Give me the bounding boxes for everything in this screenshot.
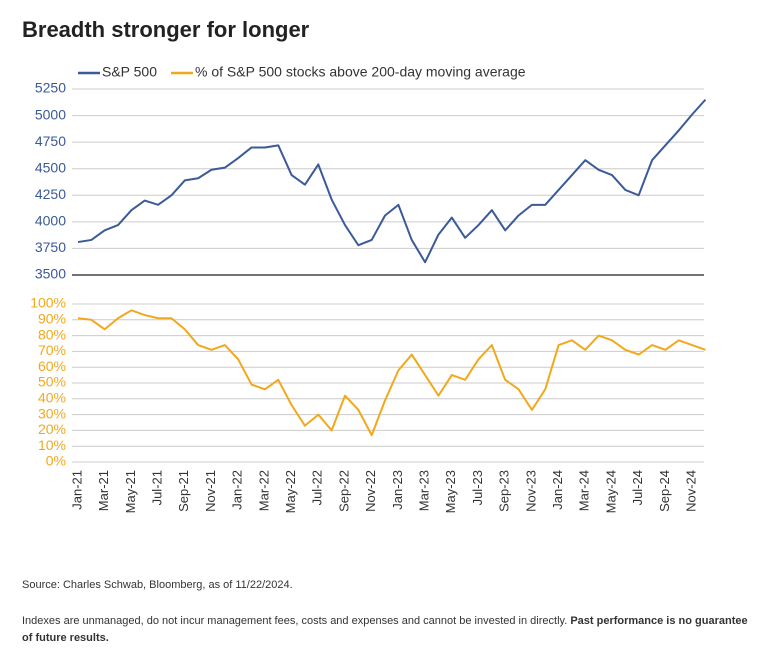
- x-tick-label: Jul-21: [150, 470, 165, 505]
- x-tick-label: May-22: [283, 470, 298, 513]
- y2-tick-label: 30%: [38, 405, 66, 421]
- chart: Breadth stronger for longer 3500 3750 4000…: [22, 17, 707, 513]
- y-tick-label: 5000: [35, 106, 66, 122]
- x-tick-label: Jul-22: [310, 470, 325, 505]
- x-tick-label: Jan-23: [390, 470, 405, 510]
- x-tick-label: Nov-22: [363, 470, 378, 512]
- y2-tick-label: 70%: [38, 342, 66, 358]
- legend-label: % of S&P 500 stocks above 200-day moving…: [195, 64, 526, 80]
- x-tick-label: Mar-24: [577, 470, 592, 511]
- x-tick-label: Sep-23: [497, 470, 512, 512]
- x-tick-label: Jan-22: [230, 470, 245, 510]
- x-tick-label: Sep-22: [336, 470, 351, 512]
- x-tick-label: Sep-24: [657, 470, 672, 512]
- y-tick-label: 4000: [35, 213, 66, 229]
- y2-tick-label: 80%: [38, 326, 66, 342]
- y-tick-label: 4750: [35, 133, 66, 149]
- x-tick-label: Mar-21: [96, 470, 111, 511]
- y-tick-label: 3500: [35, 266, 66, 282]
- x-tick-label: Jul-24: [630, 470, 645, 505]
- x-tick-label: Jan-21: [69, 470, 84, 510]
- source: Source: Charles Schwab, Bloomberg, as of…: [22, 579, 293, 591]
- y2-tick-label: 10%: [38, 437, 66, 453]
- y2-tick-label: 40%: [38, 390, 66, 406]
- x-tick-label: May-24: [603, 470, 618, 513]
- x-tick-label: Mar-22: [256, 470, 271, 511]
- disclaimer-text: Indexes are unmanaged, do not incur mana…: [22, 615, 568, 627]
- disclaimer: Indexes are unmanaged, do not incur mana…: [22, 613, 757, 647]
- y2-tick-label: 20%: [38, 421, 66, 437]
- x-tick-label: Mar-23: [417, 470, 432, 511]
- x-tick-label: May-21: [123, 470, 138, 513]
- series-line: [77, 98, 707, 264]
- x-tick-label: Sep-21: [176, 470, 191, 512]
- y2-tick-label: 50%: [38, 374, 66, 390]
- x-tick-label: Jan-24: [550, 470, 565, 510]
- y-tick-label: 4250: [35, 186, 66, 202]
- x-tick-label: Nov-21: [203, 470, 218, 512]
- y2-tick-label: 100%: [30, 295, 66, 311]
- disclaimer-bold: Past performance is no guarantee of futu…: [22, 615, 748, 644]
- x-tick-label: Nov-23: [523, 470, 538, 512]
- x-tick-label: May-23: [443, 470, 458, 513]
- y-tick-label: 5250: [35, 80, 66, 96]
- y2-tick-label: 0%: [46, 453, 66, 469]
- y-tick-label: 4500: [35, 159, 66, 175]
- legend-label: S&P 500: [102, 64, 157, 80]
- chart-title: Breadth stronger for longer: [22, 17, 310, 42]
- y-tick-label: 3750: [35, 239, 66, 255]
- series-line: [77, 309, 706, 437]
- y2-tick-label: 90%: [38, 311, 66, 327]
- x-tick-label: Nov-24: [684, 470, 699, 512]
- x-tick-label: Jul-23: [470, 470, 485, 505]
- y2-tick-label: 60%: [38, 358, 66, 374]
